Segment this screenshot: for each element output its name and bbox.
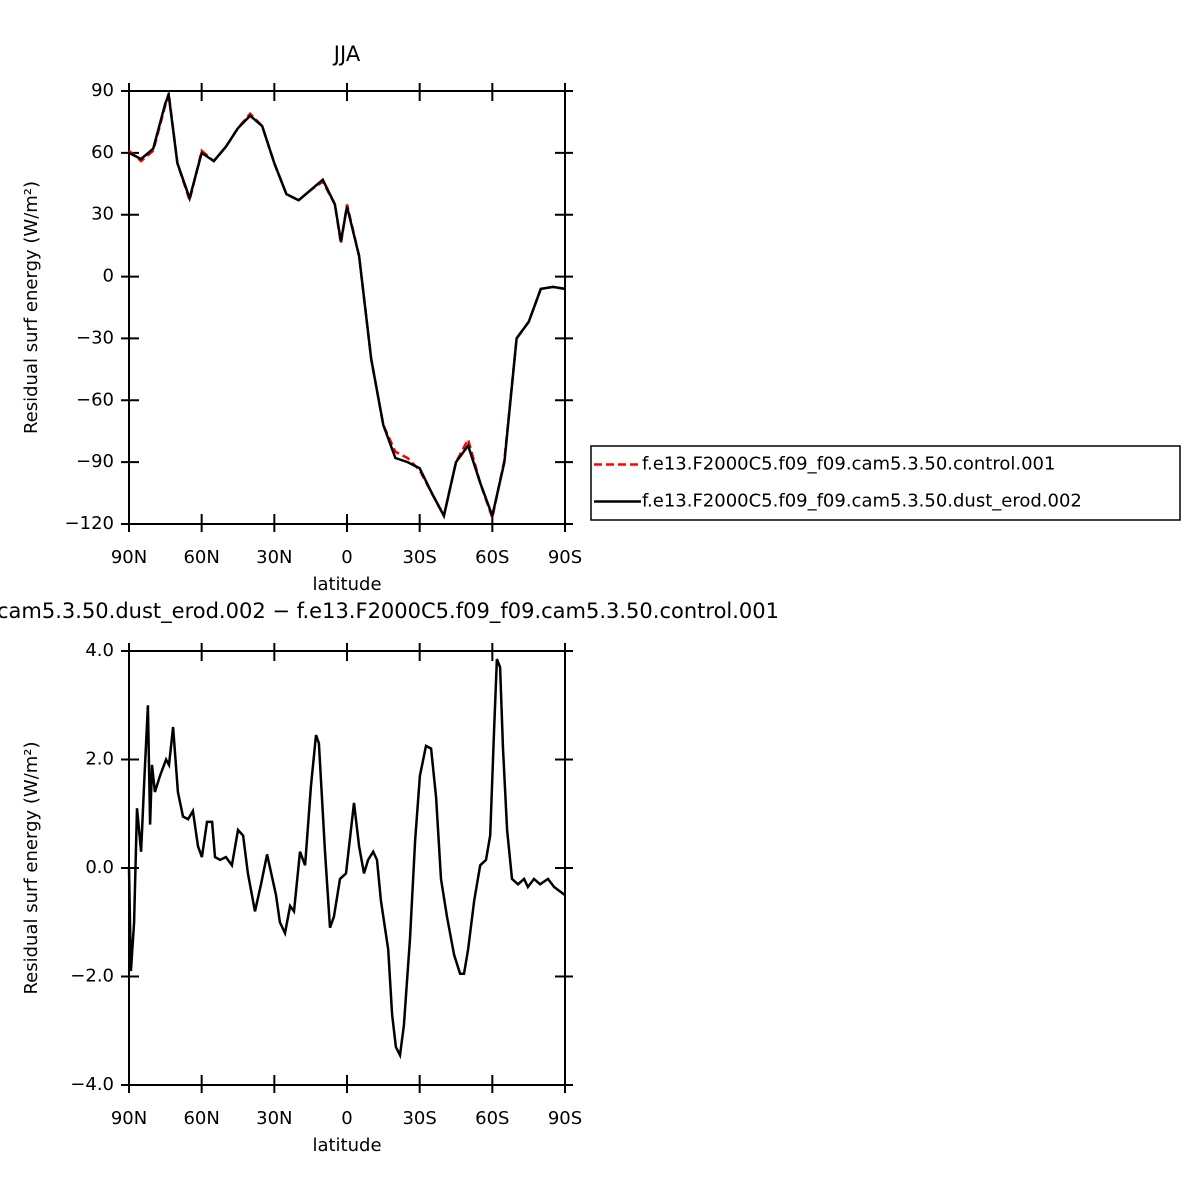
x-tick-label: 60S bbox=[475, 547, 509, 568]
plot-frame bbox=[128, 90, 566, 525]
x-tick-label: 30N bbox=[256, 547, 292, 568]
y-tick-label: −4.0 bbox=[70, 1074, 114, 1095]
chart-title: cam5.3.50.dust_erod.002 − f.e13.F2000C5.… bbox=[0, 599, 779, 624]
x-tick-label: 90N bbox=[111, 1108, 147, 1129]
y-tick-label: −2.0 bbox=[70, 966, 114, 987]
y-tick-label: 0.0 bbox=[85, 857, 114, 878]
data-line bbox=[128, 90, 566, 521]
y-tick-label: −90 bbox=[76, 451, 114, 472]
chart-title: JJA bbox=[332, 42, 361, 66]
x-axis-label: latitude bbox=[312, 1135, 381, 1156]
x-tick-label: 90S bbox=[548, 547, 582, 568]
x-axis-label: latitude bbox=[312, 574, 381, 595]
y-tick-label: −30 bbox=[76, 327, 114, 348]
x-tick-label: 60S bbox=[475, 1108, 509, 1129]
y-tick-label: 0 bbox=[103, 266, 114, 287]
y-tick-label: −60 bbox=[76, 389, 114, 410]
y-tick-label: 60 bbox=[91, 142, 114, 163]
x-tick-label: 30N bbox=[256, 1108, 292, 1129]
y-axis-label: Residual surf energy (W/m²) bbox=[21, 181, 42, 434]
y-tick-label: −120 bbox=[65, 513, 114, 534]
x-tick-label: 0 bbox=[341, 1108, 352, 1129]
x-tick-label: 30S bbox=[402, 1108, 436, 1129]
x-tick-label: 30S bbox=[402, 547, 436, 568]
data-line bbox=[128, 92, 566, 523]
y-tick-label: 2.0 bbox=[85, 749, 114, 770]
x-tick-label: 90S bbox=[548, 1108, 582, 1129]
y-tick-label: 4.0 bbox=[85, 640, 114, 661]
data-line bbox=[127, 658, 566, 1060]
y-tick-label: 90 bbox=[91, 80, 114, 101]
x-tick-label: 0 bbox=[341, 547, 352, 568]
x-tick-label: 90N bbox=[111, 547, 147, 568]
legend-label: f.e13.F2000C5.f09_f09.cam5.3.50.dust_ero… bbox=[642, 491, 1082, 512]
y-axis-label: Residual surf energy (W/m²) bbox=[21, 741, 42, 994]
x-tick-label: 60N bbox=[183, 1108, 219, 1129]
legend-box bbox=[590, 445, 1181, 521]
x-tick-label: 60N bbox=[183, 547, 219, 568]
y-tick-label: 30 bbox=[91, 204, 114, 225]
legend-label: f.e13.F2000C5.f09_f09.cam5.3.50.control.… bbox=[642, 454, 1055, 475]
